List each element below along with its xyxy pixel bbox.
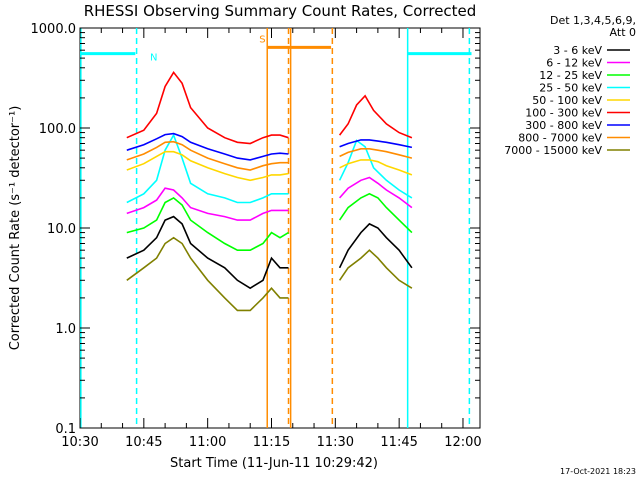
series-line	[126, 140, 413, 171]
series-line	[126, 215, 413, 290]
timestamp: 17-Oct-2021 18:23	[560, 467, 636, 476]
x-tick-label: 11:30	[317, 435, 354, 450]
legend-label: 12 - 25 keV	[539, 69, 602, 82]
x-tick-label: 10:30	[61, 435, 98, 450]
legend-label: 25 - 50 keV	[539, 82, 602, 95]
series-line	[126, 132, 413, 161]
interval-flag: N	[150, 53, 157, 64]
legend-label: 6 - 12 keV	[546, 57, 602, 70]
legend-label: 300 - 800 keV	[525, 119, 602, 132]
plot-frame	[79, 27, 481, 429]
x-tick-label: 11:00	[189, 435, 226, 450]
x-axis-label: Start Time (11-Jun-11 10:29:42)	[170, 456, 378, 471]
legend-label: 100 - 300 keV	[525, 107, 602, 120]
x-tick-label: 10:45	[125, 435, 162, 450]
series-line	[126, 70, 413, 145]
legend-label: 50 - 100 keV	[532, 94, 602, 107]
legend-label: 3 - 6 keV	[553, 44, 602, 57]
series-line	[126, 192, 413, 251]
series-line	[126, 236, 413, 312]
y-tick-label: 100.0	[39, 122, 76, 137]
y-tick-label: 10.0	[47, 222, 76, 237]
legend-header: Att 0	[610, 26, 636, 39]
legend-label: 7000 - 15000 keV	[504, 144, 602, 157]
series-line	[126, 150, 413, 182]
x-axis: 10:30 10:45 11:00 11:15 11:30 11:45 12:00	[61, 28, 482, 450]
x-tick-label: 11:45	[380, 435, 417, 450]
x-tick-label: 12:00	[444, 435, 481, 450]
series-line	[126, 176, 413, 221]
y-axis-label: Corrected Count Rate (s⁻¹ detector⁻¹)	[8, 106, 23, 351]
x-tick-label: 11:15	[253, 435, 290, 450]
y-tick-label: 1.0	[55, 322, 76, 337]
y-axis: 0.1 1.0 10.0 100.0 1000.0	[31, 22, 480, 437]
y-tick-label: 0.1	[55, 422, 76, 437]
interval-bars: NS	[80, 34, 472, 64]
series-line	[126, 133, 413, 204]
series-lines	[126, 70, 413, 312]
chart-title: RHESSI Observing Summary Count Rates, Co…	[84, 2, 477, 20]
vertical-markers	[80, 28, 471, 428]
interval-flag: S	[259, 34, 265, 45]
y-tick-label: 1000.0	[31, 22, 77, 37]
legend-header: Det 1,3,4,5,6,9,	[550, 14, 636, 27]
legend-label: 800 - 7000 keV	[518, 132, 602, 145]
